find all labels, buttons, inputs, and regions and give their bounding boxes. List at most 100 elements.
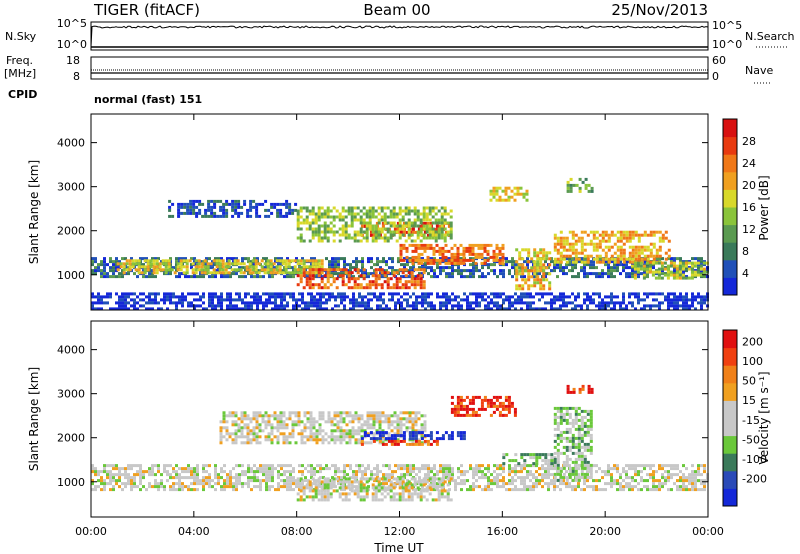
- power-cell-region-5: [443, 227, 447, 231]
- power-cell-region-6: [530, 266, 534, 270]
- power-cell-region-6: [527, 284, 531, 288]
- velocity-cell-region-1: [321, 414, 325, 418]
- power-cell-region-1: [293, 268, 297, 272]
- power-cell-region-12: [574, 295, 577, 299]
- power-cell-region-0: [190, 257, 193, 261]
- velocity-cell-region-1: [288, 432, 292, 436]
- velocity-cell-region-0: [109, 479, 112, 483]
- velocity-cell-region-1: [225, 420, 229, 424]
- power-cell-region-9: [183, 211, 187, 215]
- power-cell-region-2: [422, 286, 426, 290]
- velocity-cell-region-0: [256, 485, 259, 489]
- power-cell-region-12: [175, 295, 178, 299]
- power-cell-region-12: [637, 292, 640, 296]
- velocity-cell-region-0: [454, 482, 457, 486]
- power-cell-region-3: [447, 261, 451, 265]
- power-cell-region-12: [316, 304, 319, 308]
- power-cell-region-7: [628, 239, 632, 243]
- power-cell-region-1: [278, 268, 282, 272]
- velocity-cell-region-0: [421, 485, 424, 489]
- power-cell-region-5: [431, 227, 435, 231]
- velocity-cell-region-1: [222, 417, 226, 421]
- velocity-cell-region-0: [679, 488, 682, 492]
- velocity-cell-region-0: [565, 482, 568, 486]
- power-cell-region-8: [684, 276, 688, 280]
- velocity-cell-region-1: [219, 426, 223, 430]
- power-cell-region-0: [328, 260, 331, 264]
- power-cell-region-1: [221, 259, 225, 263]
- velocity-cell-region-1: [396, 438, 400, 442]
- power-cell-region-12: [274, 292, 277, 296]
- velocity-cell-region-0: [265, 485, 268, 489]
- power-cell-region-12: [208, 292, 211, 296]
- power-cell-region-0: [451, 266, 454, 270]
- power-cell-region-5: [422, 224, 426, 228]
- power-cell-region-12: [406, 301, 409, 305]
- velocity-cell-region-0: [130, 476, 133, 480]
- power-cell-region-0: [490, 269, 493, 273]
- power-cell-region-3: [453, 252, 457, 256]
- power-cell-region-0: [175, 275, 178, 279]
- power-cell-region-12: [571, 292, 574, 296]
- power-cell-region-9: [258, 202, 262, 206]
- velocity-cell-region-0: [478, 470, 481, 474]
- velocity-cell-region-0: [682, 488, 685, 492]
- power-cell-region-5: [311, 227, 315, 231]
- power-cell-region-2: [374, 268, 378, 272]
- power-cell-region-12: [559, 292, 562, 296]
- power-cell-region-0: [610, 266, 613, 270]
- velocity-cell-region-0: [247, 476, 250, 480]
- power-cell-region-5: [335, 209, 339, 213]
- velocity-cell-region-1: [351, 414, 355, 418]
- velocity-cell-region-0: [508, 488, 511, 492]
- power-cell-region-5: [446, 212, 450, 216]
- power-cell-region-0: [109, 266, 112, 270]
- velocity-cell-region-0: [202, 476, 205, 480]
- velocity-cell-region-0: [229, 476, 232, 480]
- power-cell-region-5: [410, 233, 414, 237]
- power-cell-region-2: [362, 274, 366, 278]
- velocity-cell-region-1: [243, 435, 247, 439]
- power-cell-region-7: [571, 236, 575, 240]
- power-cell-region-2: [398, 277, 402, 281]
- power-cell-region-12: [109, 295, 112, 299]
- power-cell-region-9: [198, 199, 202, 203]
- power-cell-region-12: [424, 301, 427, 305]
- power-cell-region-0: [466, 269, 469, 273]
- velocity-cell-region-0: [187, 476, 190, 480]
- power-cell-region-0: [412, 266, 415, 270]
- power-cell-region-11: [572, 183, 576, 187]
- power-cell-region-1: [254, 268, 258, 272]
- power-cell-region-12: [556, 307, 559, 311]
- velocity-cell-region-1: [309, 438, 313, 442]
- power-cell-region-0: [409, 275, 412, 279]
- power-cell-region-12: [415, 298, 418, 302]
- power-colorbar-label: Power [dB]: [757, 175, 771, 240]
- velocity-cell-region-0: [313, 482, 316, 486]
- power-cell-region-12: [628, 301, 631, 305]
- power-cell-region-2: [410, 277, 414, 281]
- power-cell-region-5: [392, 224, 396, 228]
- velocity-cell-region-1: [399, 429, 403, 433]
- velocity-cell-region-0: [610, 473, 613, 477]
- power-cell-region-12: [238, 298, 241, 302]
- velocity-cell-region-0: [547, 488, 550, 492]
- power-cell-region-12: [325, 301, 328, 305]
- power-cell-region-12: [220, 298, 223, 302]
- power-cell-region-5: [326, 215, 330, 219]
- velocity-cell-region-0: [262, 473, 265, 477]
- velocity-cell-region-0: [481, 470, 484, 474]
- power-cell-region-8: [678, 264, 682, 268]
- power-cell-region-5: [317, 236, 321, 240]
- power-cell-region-2: [332, 277, 336, 281]
- power-cell-region-12: [553, 307, 556, 311]
- velocity-cell-region-1: [264, 438, 268, 442]
- power-cell-region-11: [581, 180, 585, 184]
- velocity-cell-region-0: [676, 467, 679, 471]
- velocity-cell-region-0: [274, 488, 277, 492]
- power-cell-region-0: [622, 269, 625, 273]
- power-cell-region-12: [460, 298, 463, 302]
- power-cell-region-5: [323, 209, 327, 213]
- power-cell-region-0: [460, 275, 463, 279]
- power-cell-region-2: [296, 283, 300, 287]
